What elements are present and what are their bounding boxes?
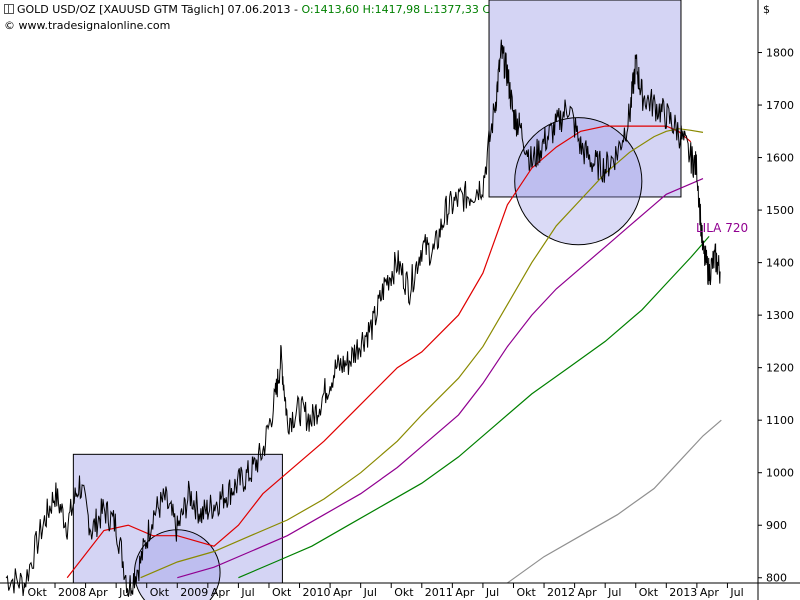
x-tick-label: Apr: [578, 586, 598, 599]
y-tick-label: 1100: [766, 414, 794, 427]
y-tick-label: 1200: [766, 362, 794, 375]
currency-label: $: [763, 3, 770, 16]
x-tick-label: 2008: [58, 586, 86, 599]
y-tick-label: 900: [766, 519, 787, 532]
x-tick-label: Jul: [240, 586, 254, 599]
y-tick-label: 1500: [766, 204, 794, 217]
x-tick-label: Jul: [363, 586, 377, 599]
x-tick-label: Jul: [607, 586, 621, 599]
annotation-label: LILA 720: [696, 221, 748, 235]
x-tick-label: Apr: [211, 586, 231, 599]
chart-title: GOLD USD/OZ [XAUUSD GTM Täglich] 07.06.2…: [17, 3, 302, 16]
x-tick-label: Apr: [700, 586, 720, 599]
moving-average-0: [66, 125, 692, 579]
x-tick-label: Apr: [89, 586, 109, 599]
y-tick-label: 1300: [766, 309, 794, 322]
x-tick-label: Okt: [272, 586, 292, 599]
moving-average-2: [177, 178, 704, 579]
x-tick-label: 2013: [669, 586, 697, 599]
x-tick-label: Okt: [394, 586, 414, 599]
x-tick-label: Okt: [516, 586, 536, 599]
x-tick-label: Okt: [27, 586, 47, 599]
x-tick-label: 2010: [303, 586, 331, 599]
x-tick-label: Jul: [485, 586, 499, 599]
x-tick-label: Jul: [729, 586, 743, 599]
source-label: © www.tradesignalonline.com: [4, 19, 171, 32]
y-tick-label: 1400: [766, 257, 794, 270]
x-tick-label: 2009: [180, 586, 208, 599]
x-tick-label: Okt: [150, 586, 170, 599]
y-tick-label: 1000: [766, 467, 794, 480]
x-tick-label: Jul: [118, 586, 132, 599]
chart-settings-icon[interactable]: [4, 4, 14, 14]
x-tick-label: Apr: [455, 586, 475, 599]
y-tick-label: 1600: [766, 152, 794, 165]
moving-average-3: [238, 236, 710, 579]
x-tick-label: Apr: [333, 586, 353, 599]
moving-average-4: [507, 419, 722, 584]
x-tick-label: 2012: [547, 586, 575, 599]
y-tick-label: 1800: [766, 47, 794, 60]
y-tick-label: 800: [766, 572, 787, 585]
x-tick-label: Okt: [639, 586, 659, 599]
y-tick-label: 1700: [766, 99, 794, 112]
x-tick-label: 2011: [425, 586, 453, 599]
price-line: [5, 39, 721, 597]
moving-average-1: [140, 128, 704, 579]
